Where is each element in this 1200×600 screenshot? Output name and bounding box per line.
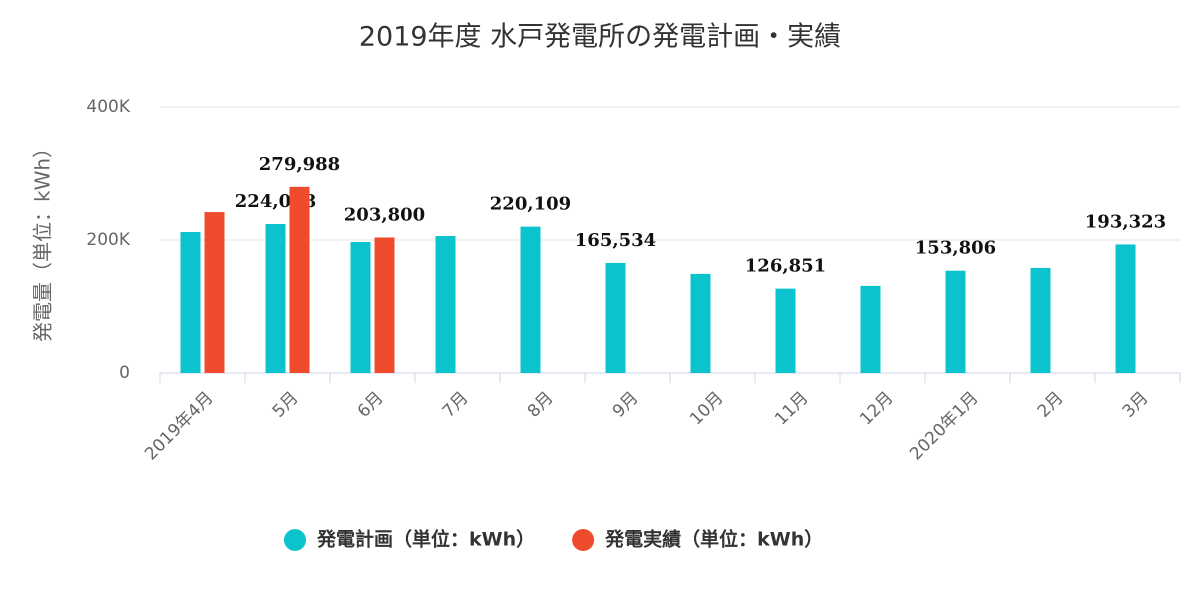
x-tick-label: 7月 (439, 388, 473, 422)
data-label: 193,323 (1085, 211, 1166, 232)
x-tick-label: 6月 (354, 388, 388, 422)
data-label: 203,800 (344, 204, 425, 225)
x-tick-label: 8月 (524, 388, 558, 422)
data-label: 279,988 (259, 154, 340, 175)
x-tick-label: 12月 (856, 388, 897, 429)
data-label: 126,851 (745, 256, 826, 277)
bar (265, 224, 286, 373)
x-tick-label: 2019年4月 (141, 388, 217, 464)
data-label: 220,109 (490, 194, 571, 215)
chart-title: 2019年度 水戸発電所の発電計画・実績 (359, 22, 841, 53)
bar (775, 288, 796, 373)
bar (690, 273, 711, 373)
bar (435, 236, 456, 373)
data-label: 153,806 (915, 238, 996, 259)
x-tick-label: 2月 (1034, 388, 1068, 422)
bar (289, 186, 310, 373)
bar (1030, 267, 1051, 373)
x-tick-label: 5月 (269, 388, 303, 422)
x-tick-label: 2020年1月 (906, 388, 982, 464)
legend-label: 発電実績（単位：kWh） (604, 528, 823, 551)
y-tick-label: 0 (119, 363, 130, 383)
legend-label: 発電計画（単位：kWh） (316, 528, 535, 551)
y-axis-label: 発電量（単位：kWh） (31, 138, 55, 342)
bar (520, 226, 541, 373)
bar (180, 232, 201, 373)
x-tick-label: 11月 (771, 388, 812, 429)
y-tick-label: 400K (86, 97, 130, 117)
x-tick-label: 3月 (1119, 388, 1153, 422)
bar (860, 285, 881, 373)
data-label: 165,534 (575, 230, 656, 251)
x-tick-label: 10月 (686, 388, 727, 429)
legend-marker (572, 529, 595, 551)
bar (605, 262, 626, 373)
bar (1115, 244, 1136, 373)
x-tick-label: 9月 (609, 388, 643, 422)
bar (374, 237, 395, 373)
bar (350, 241, 371, 373)
y-tick-label: 200K (86, 230, 130, 250)
legend-marker (284, 529, 306, 551)
bar (945, 270, 966, 373)
bar (204, 212, 225, 373)
